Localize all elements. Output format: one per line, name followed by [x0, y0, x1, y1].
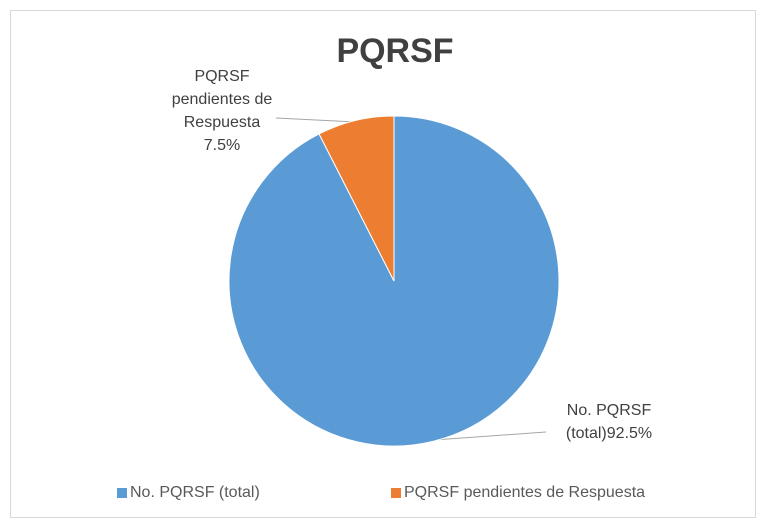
chart-title: PQRSF — [336, 32, 453, 70]
label-value: 7.5% — [203, 137, 241, 154]
label-value: 92.5% — [606, 425, 653, 442]
legend-item: PQRSF pendientes de Respuesta — [391, 484, 645, 502]
leader-line — [275, 117, 357, 123]
pie-slice — [318, 115, 395, 282]
label-category: No. PQRSF (total) — [565, 402, 652, 442]
data-label: No. PQRSF (total)92.5% — [553, 399, 665, 445]
legend-swatch — [391, 488, 401, 498]
legend-swatch — [117, 488, 127, 498]
label-category: PQRSF pendientes de Respuesta — [171, 68, 273, 131]
legend-label: PQRSF pendientes de Respuesta — [404, 484, 646, 501]
data-label: PQRSF pendientes de Respuesta 7.5% — [163, 65, 281, 157]
legend-item: No. PQRSF (total) — [117, 484, 260, 502]
legend-label: No. PQRSF (total) — [130, 484, 260, 501]
